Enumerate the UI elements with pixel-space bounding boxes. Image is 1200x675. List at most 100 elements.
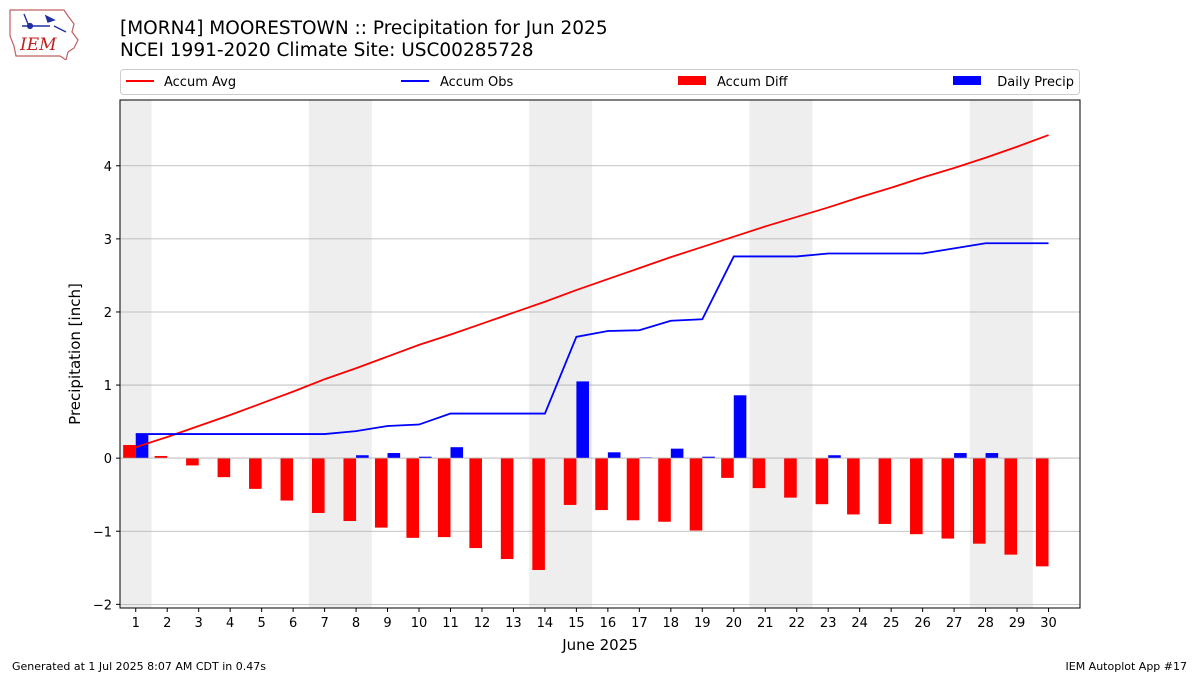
accum-diff-bar [437, 458, 451, 538]
x-axis-ticks: 1 2 3 4 5 6 7 8 9 10 11 12 13 14 15 16 17 18 19 20 21 22 23 24 2… [132, 608, 1057, 631]
plot-frame [119, 99, 1081, 609]
x-tick-label: 24 [851, 616, 868, 631]
y-tick-label: −2 [93, 598, 112, 613]
weekend-shade [308, 100, 372, 608]
accum-diff-bar [847, 458, 860, 515]
app-credit: IEM Autoplot App #17 [1065, 660, 1188, 673]
legend-label: Accum Avg [164, 75, 236, 90]
weekend-shade [120, 100, 152, 608]
y-axis-ticks: −2 −1 0 1 2 3 4 [93, 160, 120, 613]
weather-station-icon [22, 13, 67, 33]
x-tick-label: 16 [600, 616, 617, 631]
accum-diff-bar [784, 458, 797, 498]
x-tick-label: 21 [757, 616, 774, 631]
y-tick-label: 1 [104, 379, 112, 394]
x-tick-label: 14 [537, 616, 554, 631]
legend-swatch-bar [953, 76, 981, 85]
daily-precip-bar [607, 452, 621, 459]
x-tick-label: 15 [568, 616, 585, 631]
x-tick-label: 10 [411, 616, 428, 631]
accum-diff-bar [312, 458, 325, 513]
x-tick-label: 22 [788, 616, 805, 631]
y-axis-label: Precipitation [inch] [66, 283, 84, 425]
accum-diff-bar [406, 458, 420, 538]
generated-timestamp: Generated at 1 Jul 2025 8:07 AM CDT in 0… [12, 660, 266, 673]
x-tick-label: 19 [694, 616, 711, 631]
accum-diff-bar [123, 445, 136, 459]
daily-precip-bar [828, 455, 841, 459]
accum-diff-bar [941, 458, 955, 539]
daily-precip-bar [576, 381, 589, 459]
daily-precip-bar [450, 447, 464, 459]
accum-diff-bar [343, 458, 357, 522]
legend-label: Accum Diff [717, 75, 789, 90]
accum-diff-bar [689, 458, 703, 531]
x-tick-label: 17 [631, 616, 648, 631]
x-tick-label: 6 [289, 616, 297, 631]
x-tick-label: 11 [442, 616, 459, 631]
y-tick-label: 0 [104, 452, 112, 467]
accum-diff-bar [1035, 458, 1049, 567]
accum-diff-bar [532, 458, 545, 570]
accum-diff-bar [500, 458, 514, 560]
daily-precip-bar [387, 453, 401, 459]
logo-text: IEM [19, 35, 57, 55]
accum-diff-bar [1004, 458, 1018, 555]
y-tick-label: −1 [93, 525, 112, 540]
x-tick-label: 25 [883, 616, 900, 631]
accum-lines [135, 134, 1049, 449]
weekend-shade [749, 100, 813, 608]
x-tick-label: 3 [195, 616, 203, 631]
y-tick-label: 4 [104, 160, 112, 175]
accum-obs-line [135, 242, 1049, 435]
x-tick-label: 29 [1009, 616, 1026, 631]
y-tick-label: 2 [104, 306, 112, 321]
accum-diff-bar [469, 458, 482, 549]
daily-precip-bar [954, 453, 967, 459]
accum-diff-bar [626, 458, 640, 521]
iem-logo: IEM [9, 9, 79, 60]
daily-precip-bar [702, 456, 715, 459]
accum-diff-bar [154, 455, 168, 459]
x-tick-label: 9 [383, 616, 391, 631]
daily-precip-bar [419, 456, 432, 459]
daily-precip-bar [135, 434, 149, 459]
x-tick-label: 12 [474, 616, 491, 631]
accum-diff-bar [280, 458, 294, 501]
accum-diff-bar [658, 458, 671, 522]
accum-diff-bar [563, 458, 577, 505]
x-tick-label: 28 [977, 616, 994, 631]
chart-title: [MORN4] MOORESTOWN :: Precipitation for … [120, 18, 608, 39]
chart-subtitle: NCEI 1991-2020 Climate Site: USC00285728 [120, 40, 534, 61]
daily-precip-bar [985, 453, 999, 459]
weekend-shading [120, 100, 1033, 608]
accum-diff-bar [972, 458, 986, 544]
accum-diff-bar [374, 458, 388, 528]
x-tick-label: 27 [946, 616, 963, 631]
legend-swatch-bar [678, 76, 706, 85]
accum-diff-bar [186, 458, 199, 466]
x-tick-label: 30 [1040, 616, 1057, 631]
daily-precip-bars [135, 381, 999, 459]
accum-diff-bar [721, 458, 734, 478]
accum-diff-bar [595, 458, 608, 511]
accum-diff-bars [123, 445, 1049, 570]
daily-precip-bar [670, 448, 684, 459]
accum-diff-bar [878, 458, 892, 524]
y-tick-label: 3 [104, 233, 112, 248]
x-tick-label: 18 [663, 616, 680, 631]
accum-diff-bar [217, 458, 231, 478]
x-tick-label: 7 [320, 616, 328, 631]
daily-precip-bar [733, 395, 747, 459]
accum-diff-bar [815, 458, 829, 505]
accum-diff-bar [249, 458, 262, 489]
x-tick-label: 23 [820, 616, 837, 631]
x-tick-label: 5 [257, 616, 265, 631]
accum-diff-bar [752, 458, 766, 489]
x-tick-label: 1 [132, 616, 140, 631]
grid-lines [120, 165, 1080, 605]
x-tick-label: 20 [725, 616, 742, 631]
daily-precip-bar [356, 455, 369, 459]
legend-label: Accum Obs [440, 75, 513, 90]
